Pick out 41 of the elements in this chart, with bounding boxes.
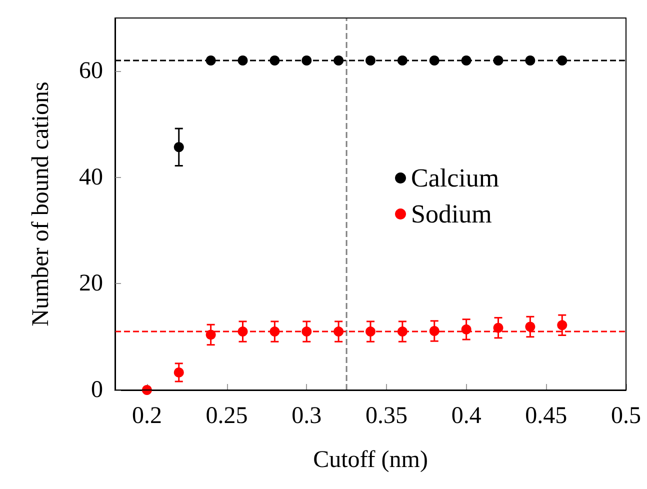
point [525,322,536,332]
point [397,56,408,66]
x-tick-label: 0.4 [451,403,482,429]
x-axis-title: Cutoff (nm) [313,447,428,473]
point [206,330,216,340]
legend-label: Sodium [411,200,492,228]
point [206,56,216,66]
point [557,320,568,330]
x-tick-label: 0.25 [206,403,248,429]
point [429,326,440,336]
point [238,326,248,337]
point [302,56,312,66]
legend-label: Calcium [411,164,500,192]
x-tick-label: 0.3 [292,403,322,429]
point [493,56,504,66]
point [334,326,344,337]
y-tick-label: 20 [79,270,103,297]
point [366,326,376,337]
point [174,142,184,152]
point [366,56,376,66]
x-tick-label: 0.5 [611,403,641,429]
x-tick-label: 0.2 [132,403,162,429]
point [238,56,248,66]
y-tick-label: 60 [79,58,103,84]
point [302,326,312,337]
y-tick-label: 40 [79,164,103,190]
point [174,367,184,378]
point [397,326,408,337]
y-axis-title: Number of bound cations [28,82,54,326]
point [270,56,280,66]
x-tick-label: 0.45 [525,403,568,429]
point [270,326,280,337]
x-tick-label: 0.35 [365,403,408,429]
point [334,56,344,66]
point [461,56,472,66]
y-tick-label: 0 [91,377,103,403]
point [557,56,568,66]
point [525,56,536,66]
point [429,56,440,66]
point [493,322,504,333]
point [461,324,472,334]
